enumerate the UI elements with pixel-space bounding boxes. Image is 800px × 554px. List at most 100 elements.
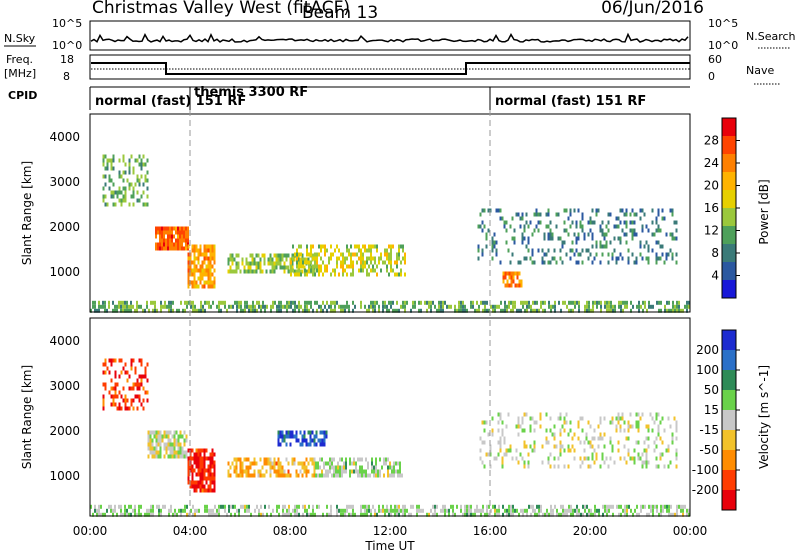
heatmap-cell <box>627 448 630 453</box>
heatmap-cell <box>482 300 484 305</box>
heatmap-cell <box>632 512 634 517</box>
heatmap-cell <box>187 272 190 277</box>
heatmap-cell <box>285 434 288 439</box>
heatmap-cell <box>245 465 248 470</box>
heatmap-cell <box>320 256 322 261</box>
heatmap-cell <box>205 264 208 269</box>
heatmap-cell <box>104 362 107 367</box>
heatmap-cell <box>242 308 244 313</box>
heatmap-cell <box>493 232 496 237</box>
heatmap-cell <box>666 300 668 305</box>
heatmap-cell <box>682 308 684 313</box>
heatmap-cell <box>533 228 536 233</box>
heatmap-cell <box>209 476 212 481</box>
heatmap-cell <box>293 434 296 439</box>
heatmap-cell <box>533 444 536 449</box>
heatmap-cell <box>314 252 316 257</box>
heatmap-cell <box>621 228 624 233</box>
heatmap-cell <box>383 457 385 462</box>
heatmap-cell <box>237 261 240 266</box>
nsearch-label: N.Search <box>746 30 796 43</box>
heatmap-cell <box>140 362 143 367</box>
heatmap-cell <box>118 300 120 305</box>
heatmap-cell <box>532 308 534 313</box>
heatmap-cell <box>183 226 185 231</box>
heatmap-cell <box>483 420 486 425</box>
heatmap-cell <box>485 420 488 425</box>
heatmap-cell <box>224 300 226 305</box>
heatmap-cell <box>281 253 284 258</box>
heatmap-cell <box>329 465 331 470</box>
heatmap-cell <box>491 432 494 437</box>
heatmap-cell <box>607 252 610 257</box>
heatmap-cell <box>118 390 121 395</box>
power-ytick: 3000 <box>49 175 80 189</box>
heatmap-cell <box>188 512 190 517</box>
heatmap-cell <box>388 256 390 261</box>
heatmap-cell <box>563 416 566 421</box>
heatmap-cell <box>352 512 354 517</box>
heatmap-cell <box>130 512 132 517</box>
heatmap-cell <box>193 456 196 461</box>
heatmap-cell <box>526 308 528 313</box>
heatmap-cell <box>286 308 288 313</box>
heatmap-cell <box>227 257 230 262</box>
heatmap-cell <box>525 244 528 249</box>
heatmap-cell <box>154 304 156 309</box>
heatmap-cell <box>199 276 202 281</box>
heatmap-cell <box>519 452 522 457</box>
heatmap-cell <box>642 504 644 509</box>
heatmap-cell <box>606 508 608 513</box>
heatmap-cell <box>400 244 402 249</box>
heatmap-cell <box>360 252 362 257</box>
heatmap-cell <box>159 242 161 247</box>
heatmap-cell <box>187 480 190 485</box>
power-heatmap <box>90 154 690 313</box>
heatmap-cell <box>181 226 183 231</box>
heatmap-cell <box>104 300 106 305</box>
heatmap-cell <box>511 252 514 257</box>
heatmap-cell <box>402 508 404 513</box>
heatmap-cell <box>430 304 432 309</box>
heatmap-cell <box>98 504 100 509</box>
heatmap-cell <box>118 358 121 363</box>
heatmap-cell <box>300 304 302 309</box>
heatmap-cell <box>309 438 312 443</box>
heatmap-cell <box>517 260 520 265</box>
heatmap-cell <box>140 304 142 309</box>
heatmap-cell <box>575 260 578 265</box>
heatmap-cell <box>589 444 592 449</box>
heatmap-cell <box>264 304 266 309</box>
heatmap-cell <box>661 416 664 421</box>
heatmap-cell <box>462 304 464 309</box>
heatmap-cell <box>245 469 248 474</box>
heatmap-cell <box>637 452 640 457</box>
heatmap-cell <box>134 366 137 371</box>
heatmap-cell <box>151 430 154 435</box>
heatmap-cell <box>540 300 542 305</box>
heatmap-cell <box>267 461 270 466</box>
heatmap-cell <box>293 257 296 262</box>
heatmap-cell <box>504 304 506 309</box>
colorbar-tick-label: 50 <box>704 383 719 397</box>
heatmap-cell <box>140 162 143 167</box>
heatmap-cell <box>187 244 190 249</box>
heatmap-cell <box>202 304 204 309</box>
heatmap-cell <box>198 308 200 313</box>
heatmap-cell <box>529 428 532 433</box>
heatmap-cell <box>238 508 240 513</box>
heatmap-cell <box>200 308 202 313</box>
heatmap-cell <box>193 460 196 465</box>
heatmap-cell <box>327 469 329 474</box>
heatmap-cell <box>593 428 596 433</box>
heatmap-cell <box>172 308 174 313</box>
heatmap-cell <box>365 473 367 478</box>
heatmap-cell <box>241 261 244 266</box>
heatmap-cell <box>161 434 164 439</box>
heatmap-cell <box>307 461 310 466</box>
heatmap-cell <box>573 208 576 213</box>
heatmap-cell <box>388 508 390 513</box>
heatmap-cell <box>207 456 210 461</box>
heatmap-cell <box>147 446 150 451</box>
heatmap-cell <box>382 260 384 265</box>
